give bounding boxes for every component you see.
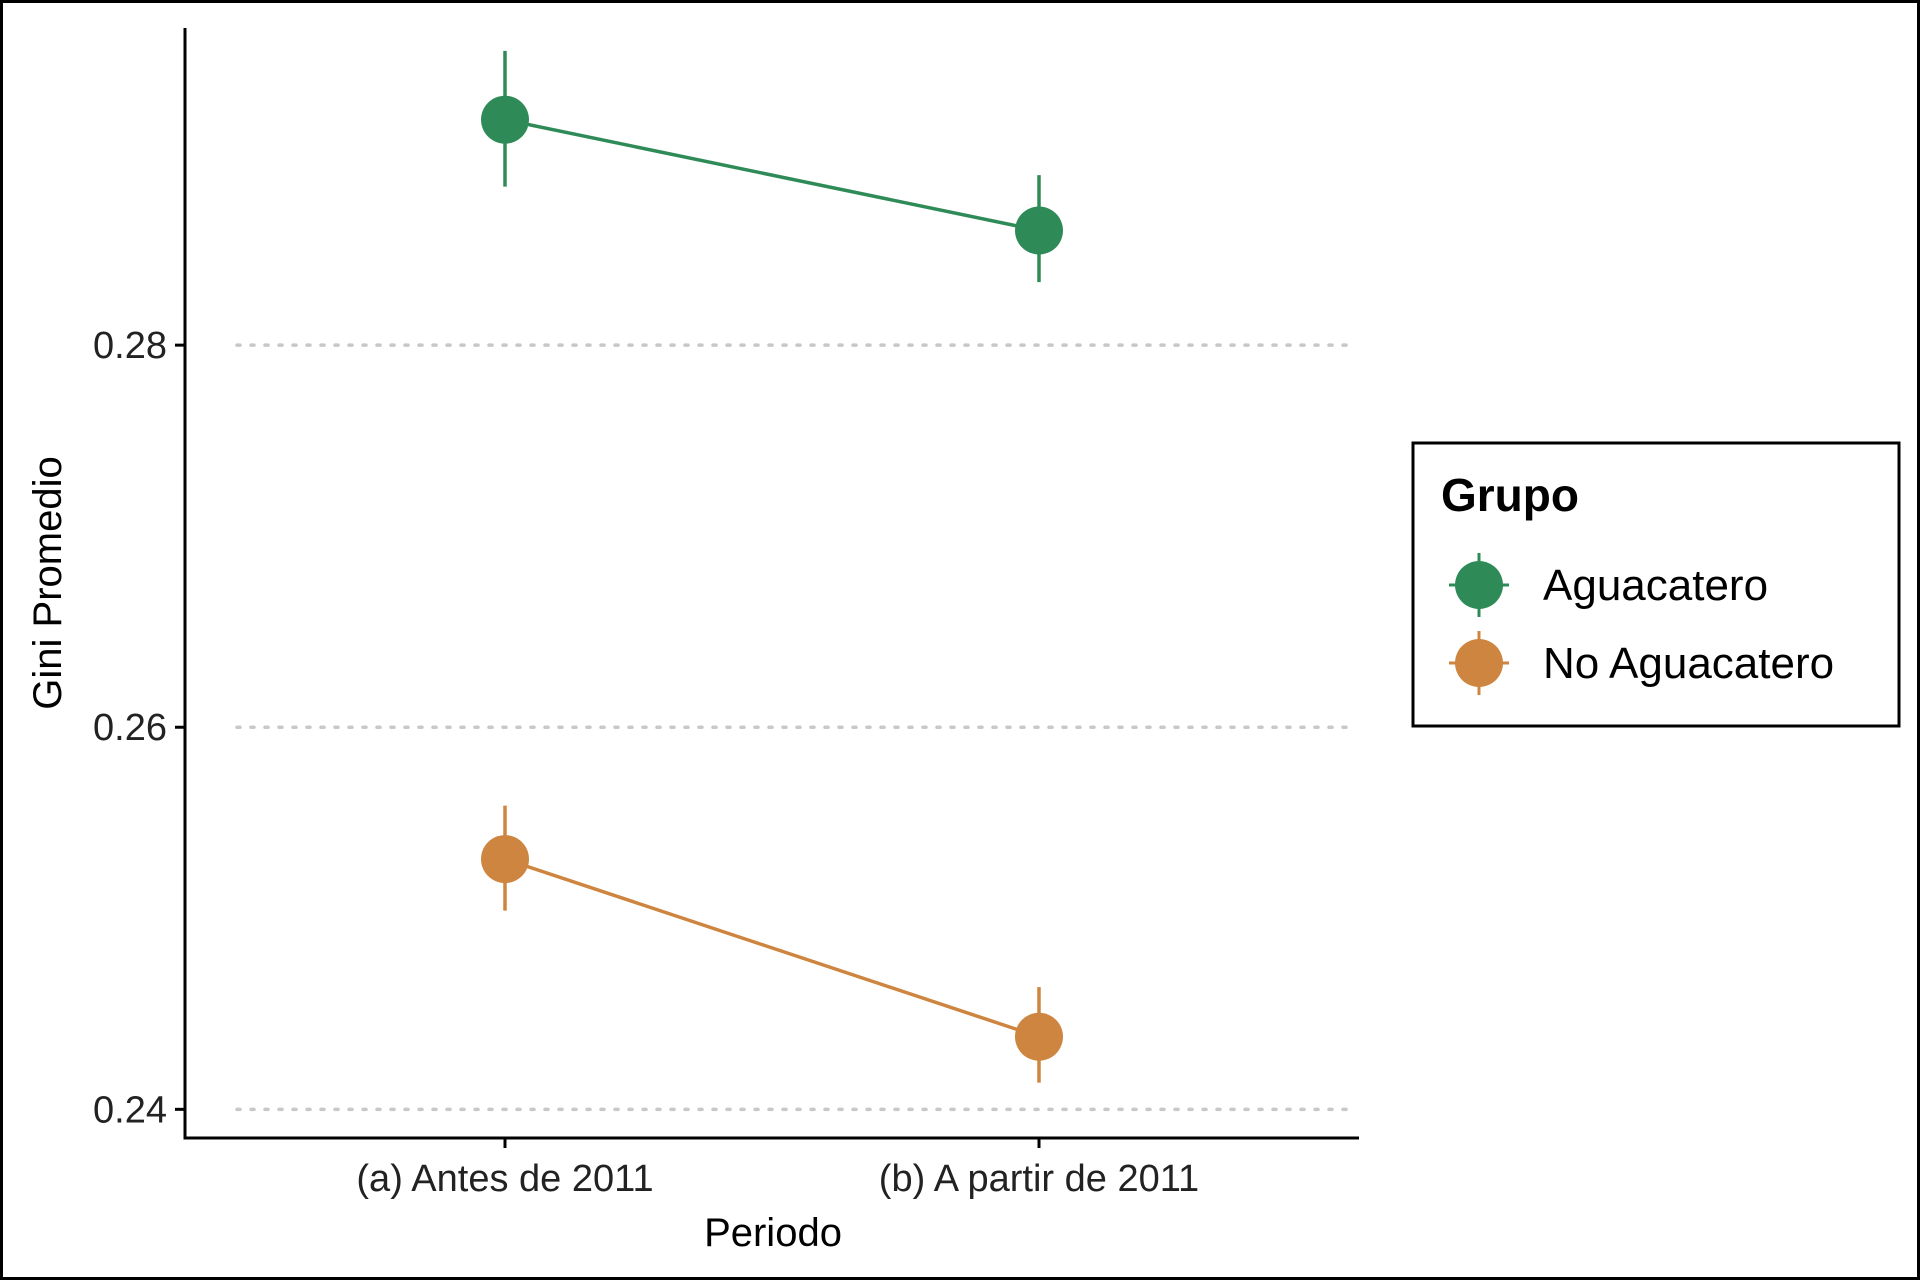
y-ticks: 0.24 0.26 0.28 [93,325,185,1131]
series-0-point-0 [481,95,529,144]
y-axis-title: Gini Promedio [26,456,70,709]
series-0-line [504,117,1040,233]
series-0 [481,50,1063,283]
legend-items: Aguacatero No Aguacatero [1449,553,1834,695]
legend-key-point-0 [1455,561,1503,609]
x-tick-label-1: (b) A partir de 2011 [879,1158,1199,1200]
x-axis-title: Periodo [704,1211,842,1255]
grid-lines [235,343,1355,1112]
x-ticks: (a) Antes de 2011 (b) A partir de 2011 [356,1138,1199,1200]
x-tick-label-0: (a) Antes de 2011 [356,1158,653,1200]
y-tick-label-1: 0.26 [93,707,167,749]
y-tick-label-0: 0.24 [93,1089,167,1131]
series-1 [481,805,1063,1083]
chart-canvas: 0.24 0.26 0.28 (a) Antes de 2011 (b) A part… [26,28,1901,1255]
series [481,50,1063,1083]
series-1-point-0 [481,835,529,884]
legend-key-point-1 [1455,639,1503,687]
legend-title: Grupo [1441,469,1579,521]
y-tick-label-2: 0.28 [93,325,167,367]
legend-label-0: Aguacatero [1543,561,1768,610]
series-1-line [504,857,1040,1039]
legend: Grupo Aguacatero No Aguacatero [1411,441,1901,728]
legend-item-0: Aguacatero [1449,553,1768,617]
axes [183,28,1359,1140]
series-0-point-1 [1015,206,1063,255]
legend-item-1: No Aguacatero [1449,631,1834,695]
series-1-point-1 [1015,1012,1063,1061]
legend-label-1: No Aguacatero [1543,639,1834,688]
